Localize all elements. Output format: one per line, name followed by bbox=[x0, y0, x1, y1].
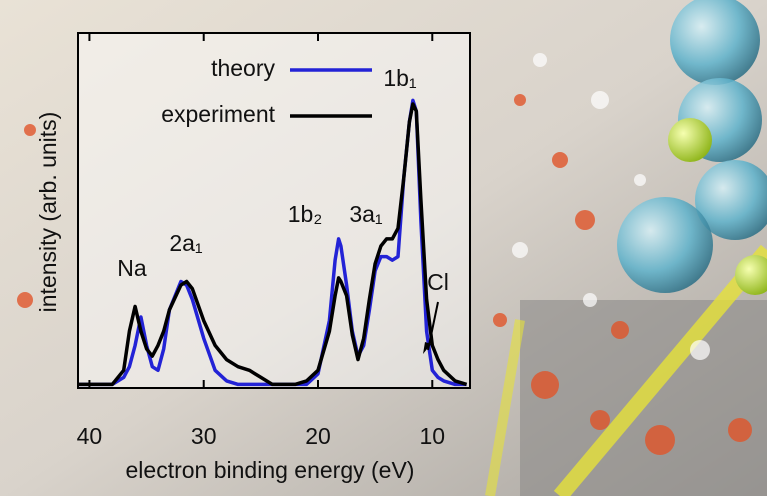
legend-label: experiment bbox=[161, 101, 275, 127]
peak-annotation: Na bbox=[117, 255, 147, 281]
x-tick-label: 20 bbox=[305, 423, 331, 449]
x-tick-label: 10 bbox=[419, 423, 445, 449]
peak-annotation: 3a₁ bbox=[349, 201, 383, 227]
x-tick-label: 40 bbox=[77, 423, 103, 449]
legend-label: theory bbox=[211, 55, 275, 81]
plot-frame bbox=[77, 32, 471, 389]
x-tick-label: 30 bbox=[191, 423, 217, 449]
peak-annotation: 1b₁ bbox=[383, 65, 417, 91]
peak-annotation: 2a₁ bbox=[169, 230, 203, 256]
y-axis-label: intensity (arb. units) bbox=[35, 112, 61, 313]
annotation-arrow bbox=[427, 301, 439, 351]
x-axis-label: electron binding energy (eV) bbox=[126, 457, 415, 483]
annotation-arrowhead bbox=[423, 342, 431, 354]
peak-annotation: 1b₂ bbox=[288, 201, 323, 227]
plot bbox=[78, 98, 468, 387]
peak-annotation: Cl bbox=[427, 269, 449, 295]
series-line bbox=[78, 102, 468, 387]
